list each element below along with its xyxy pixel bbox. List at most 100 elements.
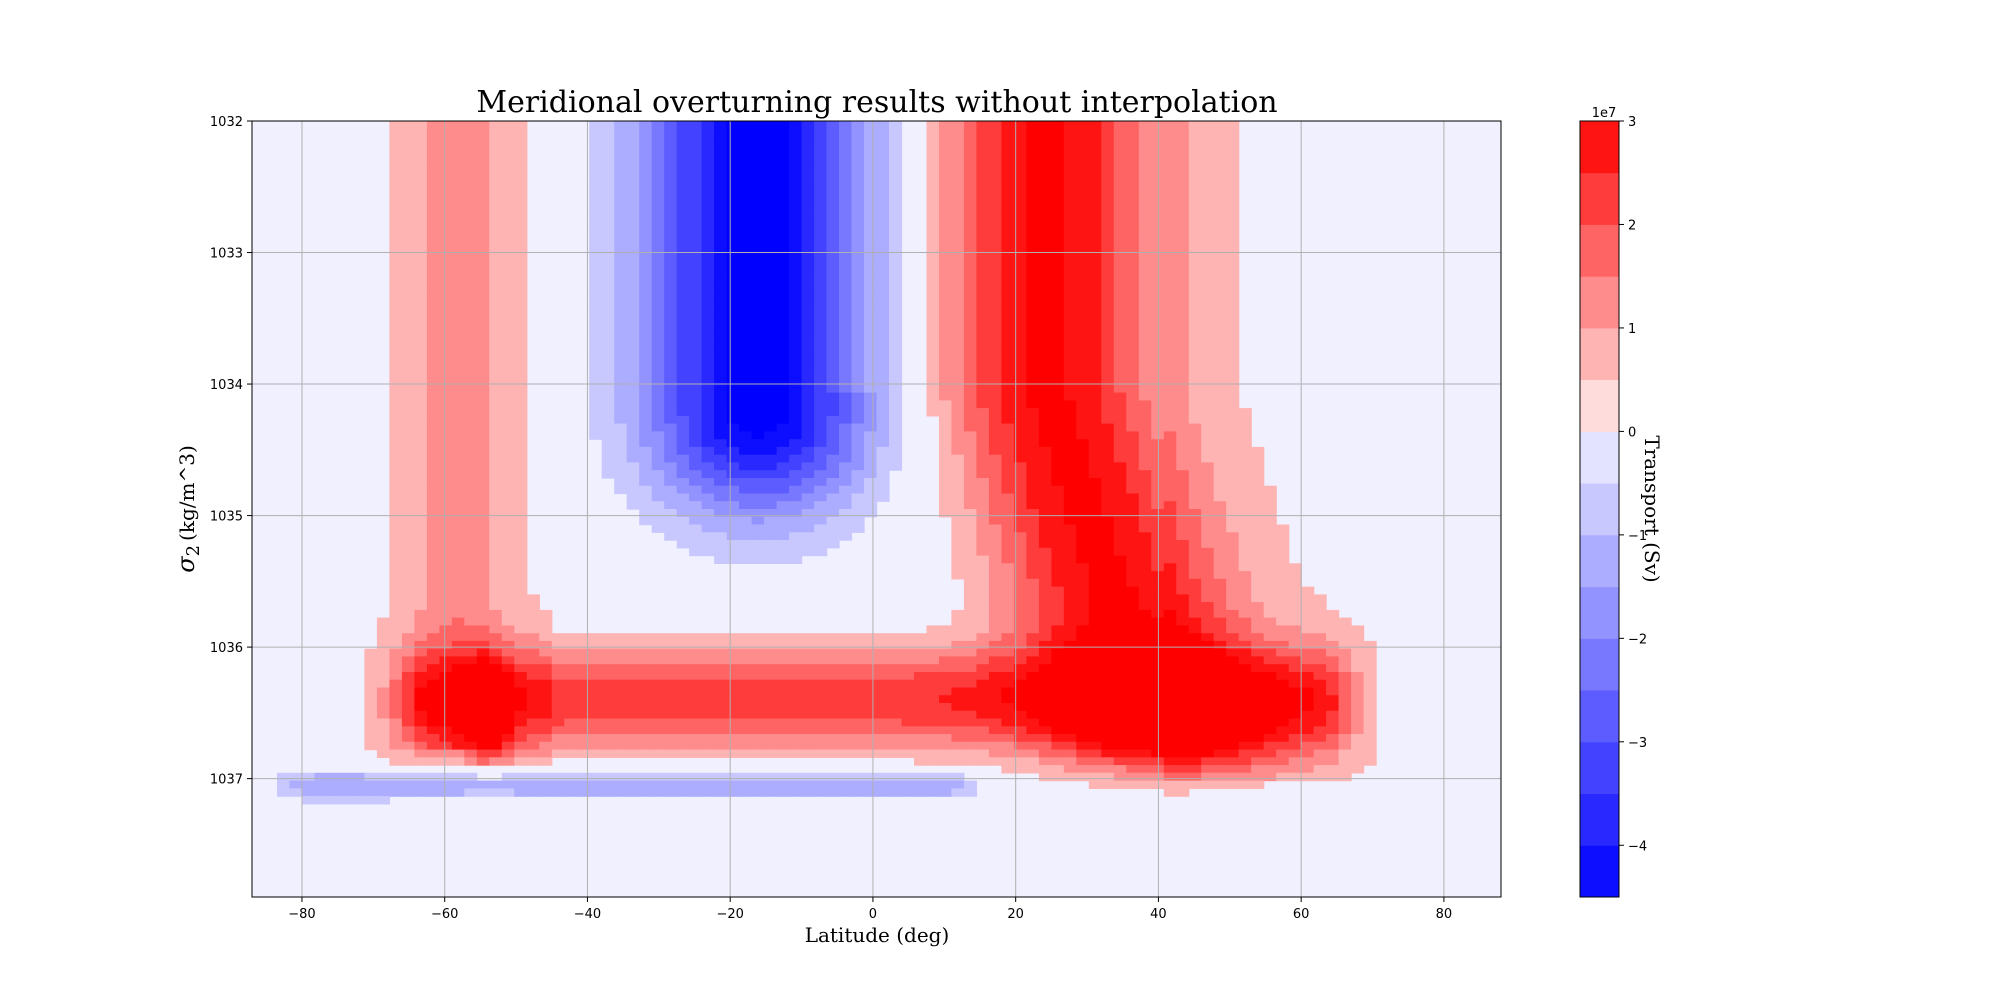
contour-cell: [1063, 478, 1077, 487]
contour-cell: [539, 672, 553, 681]
contour-cell: [801, 377, 815, 386]
contour-cell: [1038, 384, 1052, 394]
contour-cell: [814, 672, 828, 681]
contour-cell: [864, 423, 878, 432]
contour-cell: [1026, 439, 1040, 448]
contour-cell: [739, 788, 753, 797]
contour-cell: [1026, 765, 1040, 774]
contour-cell: [1226, 136, 1240, 145]
contour-cell: [701, 446, 715, 456]
contour-cell: [739, 726, 753, 735]
contour-cell: [1063, 695, 1077, 704]
contour-cell: [801, 167, 815, 176]
contour-cell: [1126, 532, 1140, 541]
contour-cell: [1176, 633, 1190, 642]
contour-cell: [501, 493, 515, 502]
contour-cell: [1188, 772, 1202, 782]
contour-cell: [1101, 493, 1115, 502]
contour-cell: [676, 532, 690, 541]
contour-cell: [439, 524, 453, 533]
contour-cell: [864, 710, 878, 720]
contour-cell: [439, 423, 453, 432]
contour-cell: [489, 322, 503, 332]
contour-cell: [1088, 229, 1102, 238]
contour-cell: [889, 710, 903, 720]
contour-cell: [364, 656, 378, 665]
contour-cell: [939, 726, 953, 735]
contour-cell: [1013, 741, 1027, 751]
contour-cell: [976, 710, 990, 720]
contour-cell: [963, 167, 977, 176]
contour-cell: [714, 392, 728, 401]
contour-cell: [476, 516, 490, 526]
contour-cell: [951, 524, 965, 533]
contour-cell: [914, 749, 928, 758]
contour-cell: [1063, 532, 1077, 541]
contour-cell: [664, 190, 678, 200]
contour-cell: [676, 252, 690, 262]
contour-cell: [426, 330, 440, 339]
contour-cell: [1051, 540, 1065, 549]
contour-cell: [864, 252, 878, 262]
contour-cell: [1013, 571, 1027, 580]
contour-cell: [651, 695, 665, 704]
contour-cell: [414, 664, 428, 673]
contour-cell: [1213, 315, 1227, 324]
contour-cell: [764, 741, 778, 751]
contour-cell: [389, 633, 403, 642]
contour-cell: [926, 664, 940, 673]
contour-cell: [439, 369, 453, 378]
contour-cell: [1126, 749, 1140, 758]
contour-cell: [826, 268, 840, 277]
contour-cell: [451, 501, 465, 510]
contour-cell: [814, 159, 828, 169]
contour-cell: [614, 772, 628, 782]
contour-cell: [1188, 718, 1202, 727]
contour-cell: [963, 183, 977, 192]
contour-cell: [1213, 361, 1227, 370]
contour-cell: [639, 687, 653, 696]
contour-cell: [1101, 183, 1115, 192]
contour-cell: [464, 276, 478, 285]
contour-cell: [1151, 757, 1165, 766]
contour-cell: [1113, 229, 1127, 238]
contour-cell: [414, 578, 428, 588]
contour-cell: [1113, 617, 1127, 626]
contour-cell: [1201, 478, 1215, 487]
contour-cell: [963, 586, 977, 595]
contour-cell: [639, 501, 653, 510]
contour-cell: [826, 183, 840, 192]
contour-cell: [501, 609, 515, 619]
contour-cell: [1026, 338, 1040, 347]
contour-cell: [1026, 400, 1040, 409]
contour-cell: [701, 485, 715, 495]
contour-cell: [1088, 478, 1102, 487]
contour-cell: [501, 648, 515, 658]
contour-cell: [701, 152, 715, 161]
contour-cell: [1188, 478, 1202, 487]
contour-cell: [1101, 237, 1115, 246]
contour-cell: [864, 136, 878, 145]
contour-cell: [514, 315, 528, 324]
contour-cell: [764, 710, 778, 720]
contour-cell: [664, 749, 678, 758]
contour-cell: [1013, 307, 1027, 316]
contour-cell: [664, 307, 678, 316]
contour-cell: [939, 183, 953, 192]
contour-cell: [426, 291, 440, 301]
contour-cell: [963, 128, 977, 138]
contour-cell: [939, 749, 953, 758]
contour-cell: [963, 299, 977, 308]
contour-cell: [676, 221, 690, 231]
contour-cell: [951, 330, 965, 339]
contour-cell: [1163, 710, 1177, 720]
contour-cell: [851, 214, 865, 223]
contour-cell: [1038, 462, 1052, 471]
contour-cell: [951, 144, 965, 153]
contour-cell: [764, 291, 778, 301]
contour-cell: [389, 462, 403, 471]
contour-cell: [514, 307, 528, 316]
contour-cell: [1163, 175, 1177, 184]
contour-cell: [589, 788, 603, 797]
contour-cell: [1013, 128, 1027, 138]
